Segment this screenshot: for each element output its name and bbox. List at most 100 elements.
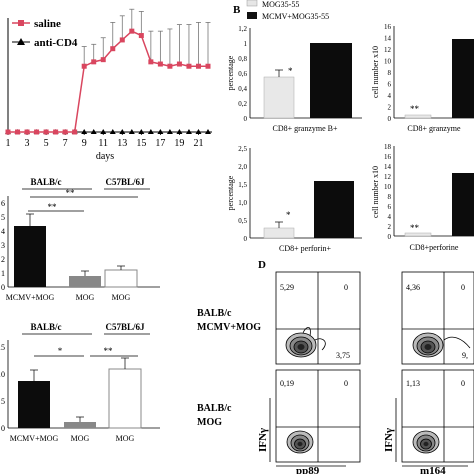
bar-mog-perforin [263,227,295,239]
c1-sig: ** [48,202,58,212]
quad-ur: 0 [344,379,348,388]
c1-sig-wide: ** [66,188,76,198]
legend-anti-cd4-marker [17,38,25,45]
d-y-label-2: IFNγ [383,428,395,452]
b4-tick: 6 [388,203,392,211]
quad-ur: 0 [344,283,348,292]
b2-tick: 4 [388,92,392,100]
c2-sig-1: * [58,346,63,356]
point-saline [72,129,78,135]
d-row2-strain: BALB/c [197,403,232,414]
flow-plot-m164-mog: 1,13 0 [401,369,474,463]
legend-saline-marker [18,20,24,26]
point-saline [34,129,40,135]
b1-tick: 0,6 [238,70,247,78]
x-tick-label: 1 [6,138,11,149]
c2-cat-3: MOG [116,434,135,443]
bar-mcmv-perforin-cells [452,173,474,236]
point-saline [157,61,163,67]
b3-y-ticks: 0 0,5 1,0 1,5 2,0 2,5 [238,145,247,243]
panel-d-flow-cytometry: D BALB/c MCMV+MOG BALB/c MOG 5,29 0 3,75 [197,259,474,474]
panel-b-granzyme-cells: 0 2 4 6 8 10 12 14 16 cell number x10 **… [371,23,474,133]
point-saline [91,59,97,65]
b4-tick: 16 [384,153,392,161]
panel-a-line-chart: 1 3 5 7 9 11 13 15 17 19 21 days saline anti-CD4 [5,8,212,162]
x-tick-label: 7 [63,138,68,149]
c2-tick: 5 [1,397,5,406]
panel-c2-bar-chart: BALB/c C57BL/6J * ** 0 5 10 15 MCMV+MOG … [0,322,160,443]
point-saline [81,63,87,69]
x-tick-label: 13 [117,138,127,149]
bar-mog-granzyme [263,76,295,119]
legend-mcmv-label: MCMV+MOG35-55 [262,12,329,21]
point-saline [129,28,135,34]
c2-tick: 15 [0,343,5,352]
c1-cat-1: MCMV+MOG [6,293,55,302]
bar-mcmv-granzyme-cells [452,39,474,118]
flow-plot-pp89-mcmv: 5,29 0 3,75 [275,271,361,365]
point-anti-cd4 [81,129,88,134]
panel-b-perforin-percentage: 0 0,5 1,0 1,5 2,0 2,5 percentage * CD8+ … [226,145,362,253]
c1-cat-2: MOG [76,293,95,302]
b2-tick: 8 [388,69,392,77]
contour-cluster [412,332,471,358]
c1-tick: 4 [1,227,5,236]
x-tick-label: 9 [82,138,87,149]
b1-tick: 1 [244,40,248,48]
series-line-saline [8,30,208,133]
x-tick-label: 21 [193,138,203,149]
b2-tick: 14 [384,35,392,43]
b4-tick: 8 [388,193,392,201]
c1-cat-3: MOG [112,293,131,302]
d-x-label-1: pp89 [296,465,320,474]
point-anti-cd4 [205,129,211,134]
point-saline [186,63,192,69]
b4-y-label: cell number x10 [371,166,380,218]
b2-significance: ** [410,104,420,114]
point-anti-cd4 [128,129,135,134]
legend-mog-swatch [246,0,258,7]
c2-bar-mog-balbc [64,422,96,428]
panel-a-error-bars [81,8,211,67]
point-saline [110,46,116,52]
point-saline [24,129,30,135]
b1-tick: 0,8 [238,55,247,63]
c1-tick: 6 [1,199,5,208]
b3-tick: 1,0 [238,199,247,207]
b2-tick: 12 [384,46,392,54]
point-saline [100,57,106,63]
quad-ul: 5,29 [280,283,294,292]
d-x-label-2: m164 [420,465,446,474]
point-saline [5,129,11,135]
point-anti-cd4 [119,129,126,134]
bar-mog-granzyme-cells [404,114,432,119]
b2-tick: 2 [388,104,392,112]
point-anti-cd4 [109,129,116,134]
legend-anti-cd4-label: anti-CD4 [34,37,78,49]
b4-tick: 2 [388,223,392,231]
flow-plot-pp89-mog: 0,19 0 [275,369,361,463]
point-saline [176,61,182,67]
point-anti-cd4 [157,129,164,134]
contour-cluster [285,326,326,358]
b3-tick: 2,0 [238,163,247,171]
b3-significance: * [286,210,291,220]
d-y-label-1: IFNγ [257,428,269,452]
point-saline [15,129,21,135]
point-saline [205,63,211,69]
contour-cluster [286,430,314,454]
quad-ur: 0 [461,283,465,292]
quad-ur: 0 [461,379,465,388]
c1-tick: 1 [1,269,5,278]
b1-tick: 0,2 [238,100,247,108]
b2-y-label: cell number x10 [371,46,380,98]
panel-b-label: B [233,4,241,16]
bar-mog-perforin-cells [404,232,432,237]
point-anti-cd4 [138,129,145,134]
panel-d-label: D [258,259,266,271]
b2-tick: 16 [384,23,392,31]
b4-tick: 0 [388,233,392,241]
c2-tick: 0 [1,424,5,433]
b3-y-label: percentage [226,175,235,210]
